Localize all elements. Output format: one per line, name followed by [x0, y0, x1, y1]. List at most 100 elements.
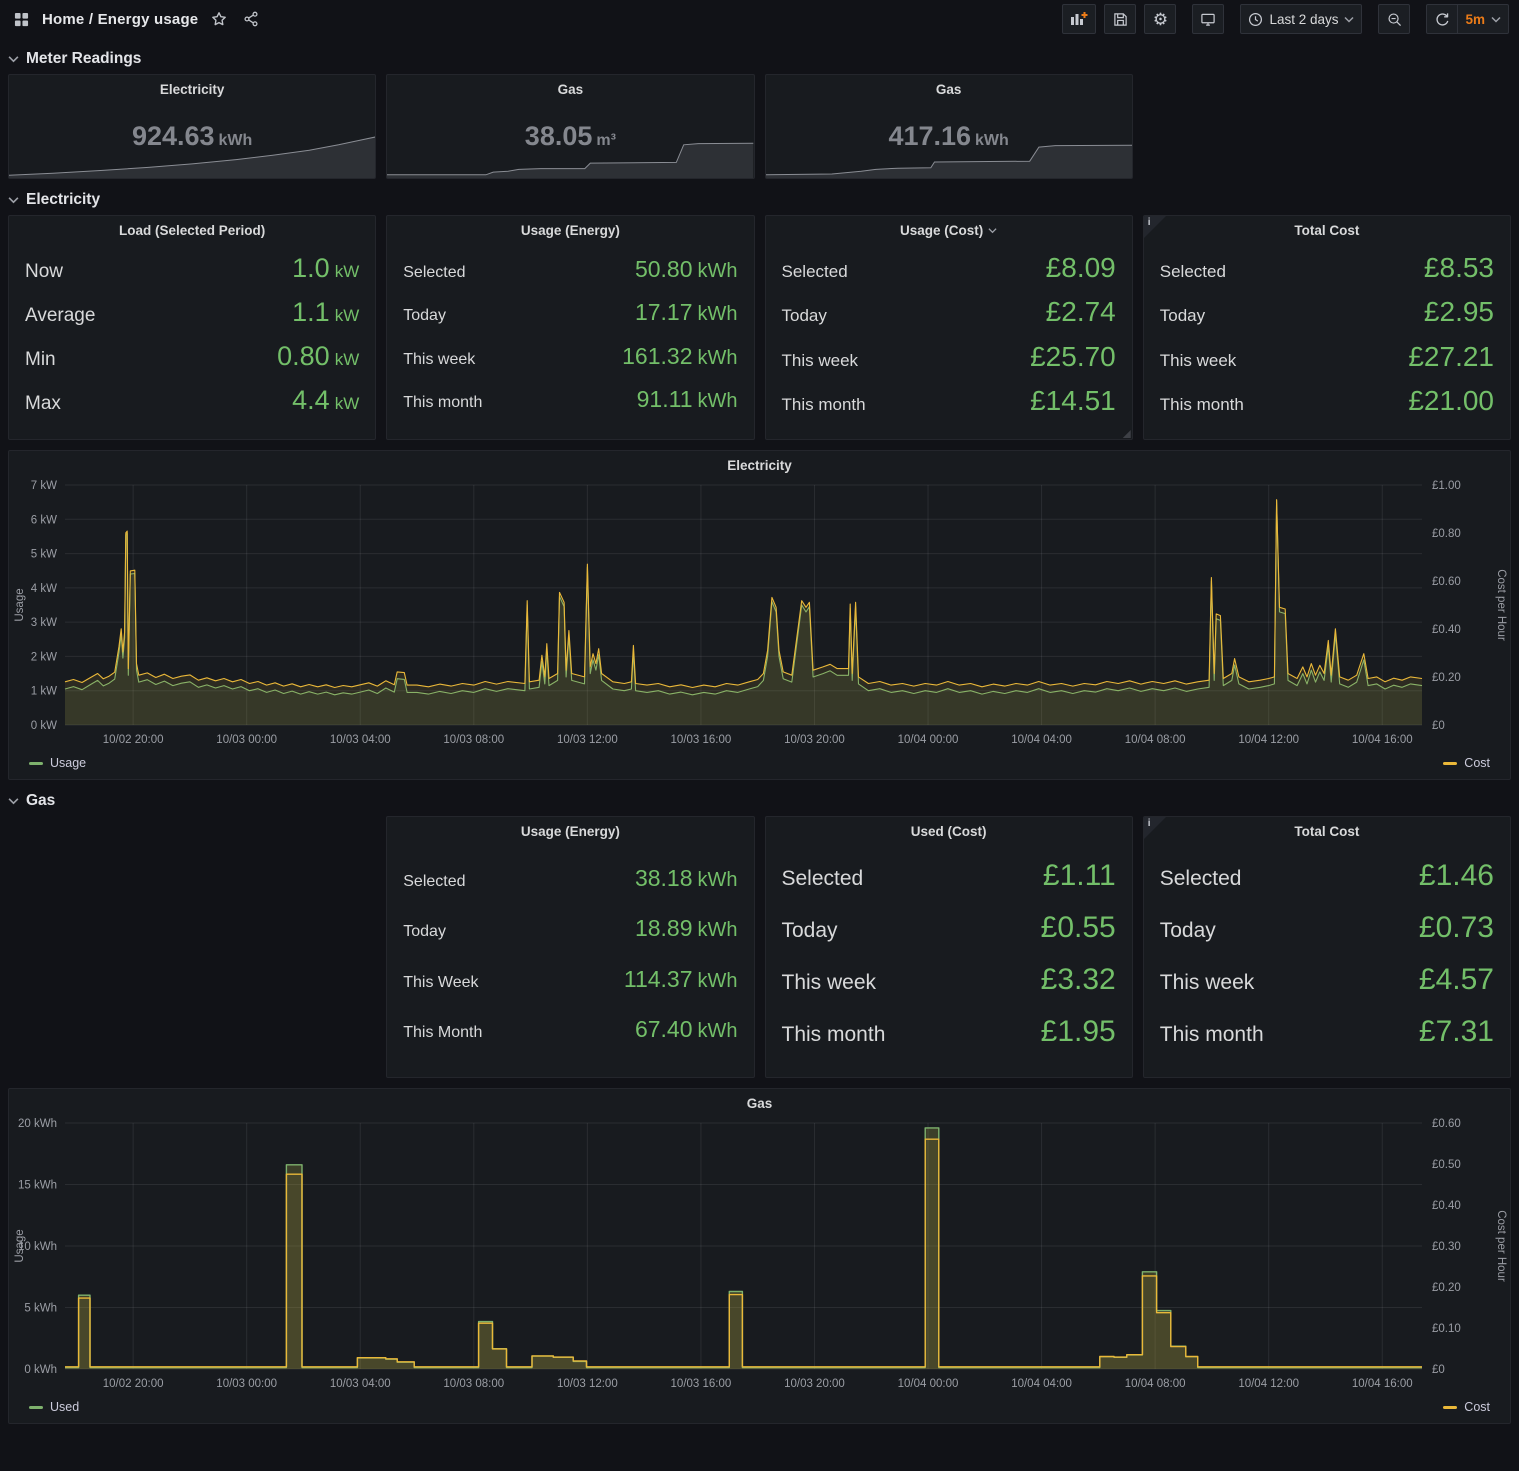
stat-label: Selected — [403, 264, 465, 282]
legend-swatch — [29, 1406, 43, 1409]
stat-value: 4.4kW — [292, 385, 359, 416]
svg-text:£0: £0 — [1432, 1364, 1445, 1376]
panel-title[interactable]: Gas — [766, 75, 1132, 99]
svg-text:5 kW: 5 kW — [31, 549, 57, 561]
kiosk-mode-button[interactable] — [1192, 4, 1224, 34]
panel-title[interactable]: Total Cost — [1144, 216, 1510, 240]
stat-row: This week161.32kWh — [403, 343, 737, 370]
svg-text:£0.40: £0.40 — [1432, 1200, 1461, 1212]
svg-text:10/04 08:00: 10/04 08:00 — [1125, 734, 1186, 746]
stat-value: £8.09 — [1046, 252, 1116, 284]
chevron-down-icon — [8, 55, 19, 63]
stat-label: Now — [25, 261, 63, 283]
panel-title[interactable]: Usage (Energy) — [387, 216, 753, 240]
stat-value: £21.00 — [1408, 385, 1494, 417]
stat-label: Selected — [782, 262, 848, 282]
svg-text:10/04 16:00: 10/04 16:00 — [1352, 734, 1413, 746]
svg-text:10/03 00:00: 10/03 00:00 — [216, 734, 277, 746]
row-electricity[interactable]: Electricity — [8, 185, 1511, 215]
legend-label: Cost — [1464, 756, 1490, 770]
panel-gas-used-cost: Used (Cost) Selected£1.11Today£0.55This … — [765, 816, 1133, 1078]
stat-row: This month91.11kWh — [403, 386, 737, 413]
refresh-button[interactable] — [1426, 4, 1458, 34]
panel-usage-cost: Usage (Cost) Selected £8.09 Today £2.74 This… — [765, 215, 1133, 440]
svg-text:3 kW: 3 kW — [31, 617, 57, 629]
stat-value: 91.11kWh — [637, 386, 738, 413]
stat-label: This week — [782, 351, 859, 371]
svg-text:10/04 04:00: 10/04 04:00 — [1011, 1378, 1072, 1390]
svg-text:10/03 04:00: 10/03 04:00 — [330, 1378, 391, 1390]
sparkline — [9, 134, 375, 178]
legend-item-cost[interactable]: Cost — [1443, 756, 1490, 770]
legend-item-usage[interactable]: Usage — [29, 756, 86, 770]
share-icon[interactable] — [240, 8, 262, 30]
svg-text:10/03 16:00: 10/03 16:00 — [671, 734, 732, 746]
stat-value: 1.0kW — [292, 253, 359, 284]
stat-label: Selected — [1160, 867, 1242, 891]
svg-text:1 kW: 1 kW — [31, 686, 57, 698]
zoom-out-time-button[interactable] — [1378, 4, 1410, 34]
svg-text:£0.20: £0.20 — [1432, 1282, 1461, 1294]
top-nav: Home / Energy usage ⚙ Last 2 days — [0, 0, 1519, 38]
svg-text:£0.50: £0.50 — [1432, 1159, 1461, 1171]
stat-value: £2.74 — [1046, 296, 1116, 328]
legend-item-used[interactable]: Used — [29, 1400, 79, 1414]
stat-row: Today£2.95 — [1160, 296, 1494, 328]
row-meter-readings[interactable]: Meter Readings — [8, 44, 1511, 74]
panel-info-corner[interactable]: i — [1144, 216, 1166, 238]
svg-text:£0: £0 — [1432, 720, 1445, 732]
panel-title[interactable]: Electricity — [9, 75, 375, 99]
svg-text:£0.30: £0.30 — [1432, 1241, 1461, 1253]
panel-title[interactable]: Gas — [387, 75, 753, 99]
stat-label: This Month — [403, 1024, 482, 1042]
panel-total-cost-electricity: i Total Cost Selected£8.53Today£2.95This… — [1143, 215, 1511, 440]
add-panel-button[interactable] — [1062, 4, 1096, 34]
refresh-icon — [1435, 12, 1450, 27]
dashboards-grid-icon[interactable] — [10, 8, 32, 30]
save-dashboard-button[interactable] — [1104, 4, 1136, 34]
stat-value: £1.95 — [1041, 1015, 1116, 1049]
meter-panel-electricity: Electricity 924.63kWh — [8, 74, 376, 179]
stat-value: £7.31 — [1419, 1015, 1494, 1049]
panel-title[interactable]: Usage (Cost) — [766, 216, 1132, 240]
svg-text:10/03 04:00: 10/03 04:00 — [330, 734, 391, 746]
panel-title[interactable]: Gas — [9, 1089, 1510, 1113]
stat-row: Selected50.80kWh — [403, 256, 737, 283]
breadcrumb[interactable]: Home / Energy usage — [42, 11, 198, 28]
dashboard-settings-button[interactable]: ⚙ — [1144, 4, 1176, 34]
panel-title[interactable]: Used (Cost) — [766, 817, 1132, 841]
stat-label: Today — [403, 307, 446, 325]
time-range-label: Last 2 days — [1269, 12, 1338, 27]
stat-row: This week£27.21 — [1160, 341, 1494, 373]
panel-title[interactable]: Electricity — [9, 451, 1510, 475]
legend-swatch — [1443, 762, 1457, 765]
svg-text:10/04 00:00: 10/04 00:00 — [898, 1378, 959, 1390]
stat-row: This Month67.40kWh — [403, 1016, 737, 1043]
panel-title[interactable]: Usage (Energy) — [387, 817, 753, 841]
legend-item-cost[interactable]: Cost — [1443, 1400, 1490, 1414]
panel-title[interactable]: Load (Selected Period) — [9, 216, 375, 240]
svg-text:£0.20: £0.20 — [1432, 672, 1461, 684]
stat-row: Now 1.0kW — [25, 253, 359, 284]
stat-value: £14.51 — [1030, 385, 1116, 417]
stat-label: This week — [1160, 971, 1255, 995]
panel-info-corner[interactable]: i — [1144, 817, 1166, 839]
stat-value: £25.70 — [1030, 341, 1116, 373]
refresh-interval-dropdown[interactable]: 5m — [1458, 4, 1509, 34]
gas-chart[interactable]: 0 kWh5 kWh10 kWh15 kWh20 kWh£0£0.10£0.20… — [9, 1113, 1510, 1395]
stat-value: 1.1kW — [292, 297, 359, 328]
stat-value: 0.80kW — [277, 341, 359, 372]
panel-title[interactable]: Total Cost — [1144, 817, 1510, 841]
svg-text:Usage: Usage — [14, 588, 26, 621]
electricity-chart[interactable]: 0 kW1 kW2 kW3 kW4 kW5 kW6 kW7 kW£0£0.20£… — [9, 475, 1510, 751]
time-range-picker[interactable]: Last 2 days — [1240, 4, 1362, 34]
row-gas[interactable]: Gas — [8, 786, 1511, 816]
svg-text:£0.60: £0.60 — [1432, 576, 1461, 588]
stat-row: Selected £8.09 — [782, 252, 1116, 284]
star-icon[interactable] — [208, 8, 230, 30]
stat-label: Today — [782, 306, 827, 326]
svg-text:10/04 12:00: 10/04 12:00 — [1238, 734, 1299, 746]
svg-text:10/03 08:00: 10/03 08:00 — [443, 1378, 504, 1390]
stat-label: This month — [782, 395, 866, 415]
panel-gas-usage-energy: Usage (Energy) Selected38.18kWhToday18.8… — [386, 816, 754, 1078]
